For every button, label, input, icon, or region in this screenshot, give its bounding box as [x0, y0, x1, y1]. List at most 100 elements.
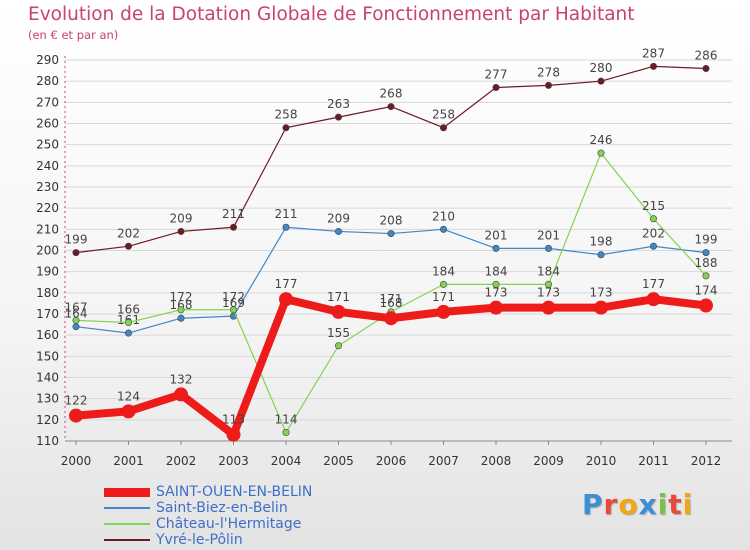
data-point [439, 225, 447, 233]
y-tick-label: 160 [36, 328, 59, 342]
data-point [646, 292, 661, 307]
data-point [439, 280, 447, 288]
data-label: 122 [65, 394, 88, 408]
data-point [282, 124, 290, 132]
legend-item: Saint-Biez-en-Belin [104, 500, 312, 516]
x-tick-label: 2006 [376, 454, 407, 468]
data-label: 246 [590, 133, 613, 147]
legend-swatch [104, 487, 150, 497]
data-point [541, 300, 556, 315]
data-point [72, 323, 80, 331]
data-point [649, 215, 657, 223]
y-tick-label: 230 [36, 180, 59, 194]
data-label: 268 [380, 87, 403, 101]
data-label: 278 [537, 65, 560, 79]
series-chateau-l-hermitage: 167 166 172 172 114 155 171 184 184 184 246 215 188 [65, 133, 718, 437]
y-tick-label: 120 [36, 413, 59, 427]
data-point [177, 314, 185, 322]
x-tick-label: 2008 [481, 454, 512, 468]
x-tick-label: 2001 [113, 454, 144, 468]
data-point [492, 244, 500, 252]
legend-label: Yvré-le-Pôlin [156, 532, 243, 548]
data-point [174, 387, 188, 402]
data-point [702, 64, 710, 72]
data-label: 155 [327, 326, 350, 340]
y-tick-label: 210 [36, 222, 59, 236]
x-tick-label: 2009 [533, 454, 564, 468]
y-tick-label: 220 [36, 201, 59, 215]
data-point [387, 230, 395, 238]
data-label: 201 [485, 228, 508, 242]
data-point [384, 311, 398, 326]
data-label: 287 [642, 46, 665, 60]
data-point [279, 292, 293, 307]
data-label: 177 [642, 277, 665, 291]
data-label: 211 [275, 207, 298, 221]
legend: SAINT-OUEN-EN-BELIN Saint-Biez-en-Belin Ch… [104, 484, 312, 548]
y-tick-label: 110 [36, 434, 59, 448]
data-label: 198 [590, 235, 613, 249]
data-label: 167 [65, 300, 88, 314]
y-tick-label: 170 [36, 307, 59, 321]
chart-title: Evolution de la Dotation Globale de Fonc… [28, 4, 635, 25]
data-point [597, 149, 605, 157]
x-tick-label: 2003 [218, 454, 249, 468]
data-label: 124 [117, 389, 140, 403]
data-label: 202 [117, 226, 140, 240]
data-point [649, 62, 657, 70]
data-label: 211 [222, 207, 245, 221]
data-label: 188 [695, 256, 718, 270]
data-label: 199 [65, 233, 88, 247]
data-label: 286 [695, 48, 718, 62]
data-point [125, 329, 133, 337]
data-label: 173 [485, 286, 508, 300]
data-point [282, 223, 290, 231]
data-label: 113 [222, 413, 245, 427]
x-tick-label: 2011 [638, 454, 669, 468]
y-tick-label: 240 [36, 159, 59, 173]
data-point [125, 318, 133, 326]
data-point [649, 242, 657, 250]
data-point [594, 300, 608, 315]
y-tick-label: 200 [36, 244, 59, 258]
data-label: 209 [170, 211, 193, 225]
data-label: 258 [275, 108, 298, 122]
series-saint-biez-en-belin: 164161168169211209208210201201198202199 [65, 207, 717, 337]
data-label: 173 [590, 286, 613, 300]
series-yvre-le-polin: 199 202 209 211 258 263 268 258 277 278 280 287 286 [65, 46, 718, 257]
data-label: 209 [327, 211, 350, 225]
data-point [334, 342, 342, 350]
data-point [544, 81, 552, 89]
data-point [230, 223, 238, 231]
y-tick-label: 270 [36, 95, 59, 109]
data-label: 280 [590, 61, 613, 75]
data-point [69, 408, 83, 423]
y-tick-label: 250 [36, 138, 59, 152]
legend-label: SAINT-OUEN-EN-BELIN [156, 484, 313, 500]
data-label: 177 [275, 277, 298, 291]
y-tick-label: 260 [36, 117, 59, 131]
proxiti-logo: Proxiti [582, 488, 694, 521]
data-point [489, 300, 503, 315]
data-point [492, 280, 500, 288]
data-label: 258 [432, 108, 455, 122]
data-label: 171 [380, 292, 403, 306]
data-label: 172 [222, 290, 245, 304]
data-label: 171 [432, 290, 455, 304]
data-point [436, 304, 451, 319]
data-label: 166 [117, 302, 140, 316]
data-point [492, 84, 500, 92]
data-label: 210 [432, 209, 455, 223]
data-point [544, 244, 552, 252]
y-tick-label: 180 [36, 286, 59, 300]
data-label: 173 [537, 286, 560, 300]
legend-label: Château-l'Hermitage [156, 516, 302, 532]
y-tick-label: 290 [36, 53, 59, 67]
data-label: 168 [170, 298, 193, 312]
data-point [439, 124, 447, 132]
data-label: 184 [537, 264, 560, 278]
data-label: 202 [642, 226, 665, 240]
data-label: 169 [222, 296, 245, 310]
